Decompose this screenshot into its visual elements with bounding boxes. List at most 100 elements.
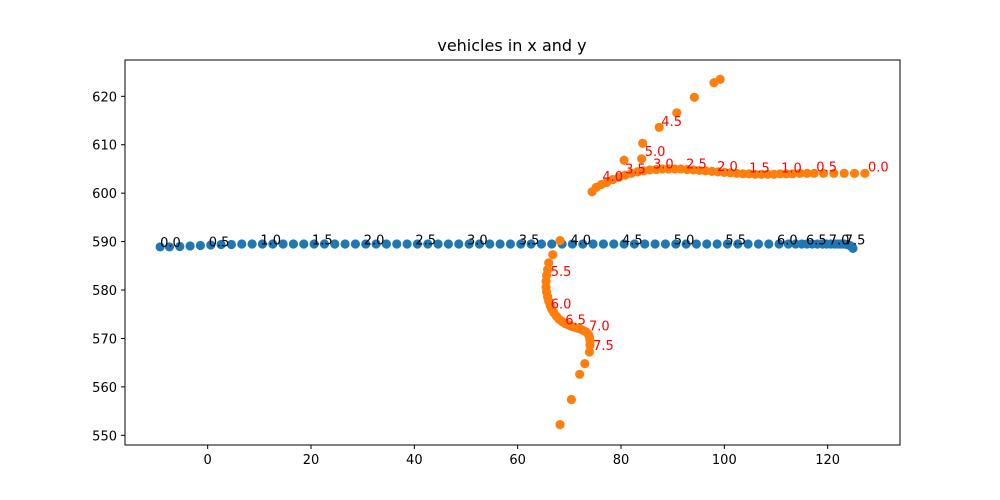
series-1-point xyxy=(257,239,268,249)
series-1-point xyxy=(185,241,195,251)
series-1-time-label: 7.0 xyxy=(829,234,850,249)
axes: 0 20 40 60 80 100 120 550 560 570 580 590 600 610 620 xyxy=(92,59,901,468)
series-1-point xyxy=(588,239,598,249)
series-1-point xyxy=(567,239,578,249)
point-annotations: 0.0 0.5 1.0 1.5 2.0 2.5 3.0 3.5 4.0 4.5 5.0 5.5 6.0 6… xyxy=(160,115,889,354)
series-2-point xyxy=(566,394,577,405)
series-1-point xyxy=(722,239,733,249)
series-1-point xyxy=(753,239,764,249)
series-2-point xyxy=(839,168,849,178)
series-1-point xyxy=(319,239,330,249)
series-2-point xyxy=(818,168,829,178)
series-1-point xyxy=(288,239,299,249)
series-2-point xyxy=(809,168,819,178)
series-1-point xyxy=(361,239,371,249)
x-tick-label: 100 xyxy=(712,453,737,468)
series-2-time-label: 0.5 xyxy=(816,160,837,175)
series-1-point xyxy=(516,239,526,249)
series-1-point xyxy=(350,239,361,249)
series-1-time-label: 4.0 xyxy=(570,234,591,249)
plot-background xyxy=(125,60,900,445)
series-2-point xyxy=(575,369,585,379)
axes-frame xyxy=(124,59,901,446)
series-1-point xyxy=(216,239,226,250)
series-1-point xyxy=(505,239,516,249)
series-2-point xyxy=(672,108,682,118)
series-1-point xyxy=(764,239,774,249)
series-1-point xyxy=(381,239,392,249)
series-1-point xyxy=(485,239,495,249)
series-1-time-label: 7.5 xyxy=(845,234,866,249)
series-1-point xyxy=(743,239,753,249)
y-tick-label: 560 xyxy=(92,381,117,396)
series-1-point xyxy=(340,239,350,249)
series-1-time-label: 3.5 xyxy=(519,234,540,249)
series-2-time-label: 4.0 xyxy=(602,170,623,185)
series-2-time-label: 6.0 xyxy=(551,297,572,312)
series-2-point xyxy=(555,420,565,430)
series-2-time-label: 7.0 xyxy=(589,320,610,335)
series-1-time-label: 6.0 xyxy=(777,234,798,249)
series-1-point xyxy=(598,239,609,249)
series-1-point xyxy=(454,239,464,249)
y-tick-label: 600 xyxy=(92,187,117,202)
series-1-time-label: 2.0 xyxy=(364,234,385,249)
series-1-time-label: 2.5 xyxy=(415,234,436,249)
series-1-time-label: 0.0 xyxy=(160,236,181,251)
series-2-point xyxy=(555,236,565,246)
series-2-point xyxy=(619,155,629,165)
series-2-point xyxy=(849,168,860,178)
series-1-point xyxy=(433,239,443,249)
series-1-point xyxy=(495,239,505,249)
series-2-point xyxy=(709,78,719,88)
series-1-time-label: 0.5 xyxy=(209,235,230,250)
series-1-time-label: 6.5 xyxy=(806,234,827,249)
series-1-point xyxy=(423,239,433,249)
series-1-time-label: 4.5 xyxy=(622,234,643,249)
series-1-time-label: 1.0 xyxy=(260,234,281,249)
series-2-point xyxy=(587,187,597,197)
series-1-time-label: 1.5 xyxy=(312,234,333,249)
y-tick-label: 590 xyxy=(92,236,117,251)
x-tick-label: 80 xyxy=(613,453,630,468)
series-1-point xyxy=(547,239,557,249)
series-2-time-label: 4.5 xyxy=(661,115,682,130)
series-1-point xyxy=(691,239,702,249)
series-2-time-label: 2.5 xyxy=(686,157,707,172)
series-2-time-label: 0.0 xyxy=(868,160,889,175)
series-2-time-label: 5.5 xyxy=(551,265,572,280)
series-2-point xyxy=(795,168,805,178)
y-tick-label: 620 xyxy=(92,90,117,105)
series-1-time-label: 5.0 xyxy=(674,234,695,249)
series-1-point xyxy=(526,239,536,249)
series-2-time-label: 1.5 xyxy=(749,161,770,176)
series-1-point xyxy=(619,239,629,249)
series-2-point xyxy=(654,122,664,132)
series-2-time-label: 6.5 xyxy=(565,313,586,328)
series-2-time-label: 3.5 xyxy=(625,162,646,177)
series-1-point xyxy=(640,239,650,249)
x-tick-label: 60 xyxy=(509,453,526,468)
y-tick-label: 570 xyxy=(92,332,117,347)
series-1-point xyxy=(464,239,474,249)
series-1-point xyxy=(402,239,412,249)
series-1-point xyxy=(578,239,588,249)
series-1-point xyxy=(164,242,175,252)
series-2-point xyxy=(689,92,699,102)
series-1-point xyxy=(671,239,681,249)
series-1-point xyxy=(175,241,185,252)
series-1-point xyxy=(268,239,278,249)
series-1-point xyxy=(660,239,671,249)
series-1-point xyxy=(237,239,247,249)
data-marks xyxy=(155,74,870,430)
series-2-point xyxy=(580,359,590,369)
x-tick-label: 120 xyxy=(815,453,840,468)
plot-area xyxy=(125,60,900,445)
series-1-point xyxy=(733,239,743,249)
series-1-point xyxy=(712,239,722,249)
y-tick-label: 550 xyxy=(92,429,117,444)
series-2-point xyxy=(585,340,595,350)
x-tick-label: 20 xyxy=(303,453,320,468)
series-1-point xyxy=(536,239,547,249)
series-1-point xyxy=(609,239,619,249)
